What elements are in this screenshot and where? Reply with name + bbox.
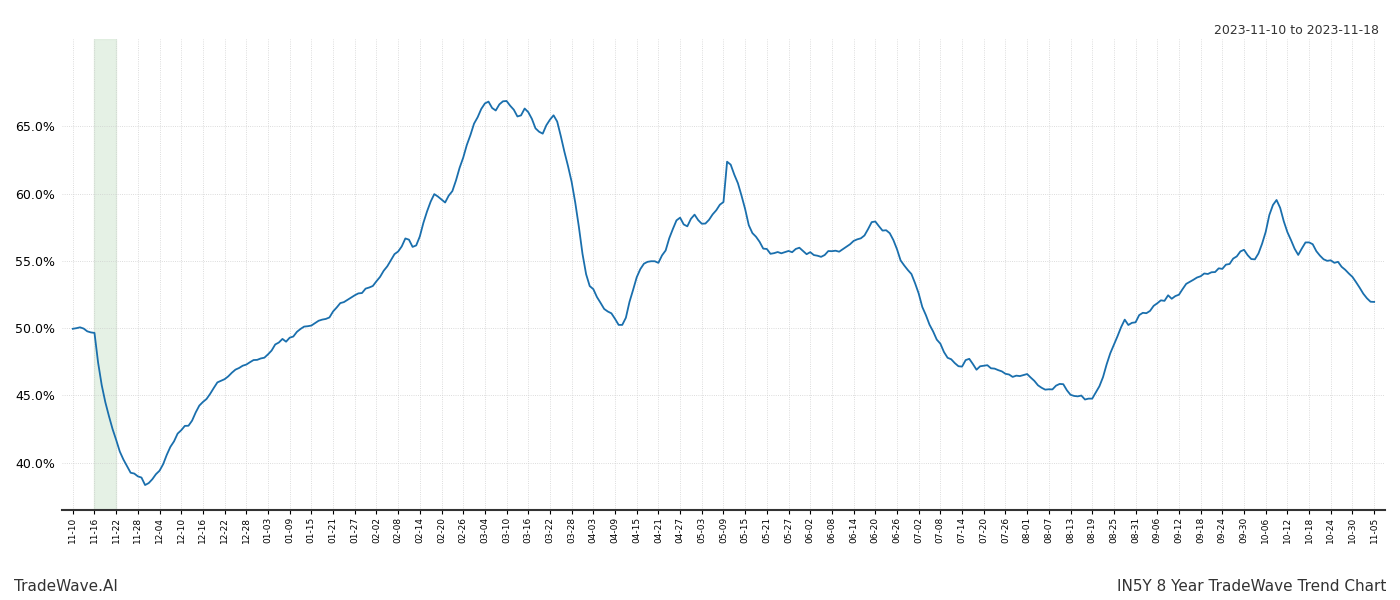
Text: TradeWave.AI: TradeWave.AI [14, 579, 118, 594]
Text: IN5Y 8 Year TradeWave Trend Chart: IN5Y 8 Year TradeWave Trend Chart [1117, 579, 1386, 594]
Text: 2023-11-10 to 2023-11-18: 2023-11-10 to 2023-11-18 [1214, 24, 1379, 37]
Bar [94, 39, 116, 510]
